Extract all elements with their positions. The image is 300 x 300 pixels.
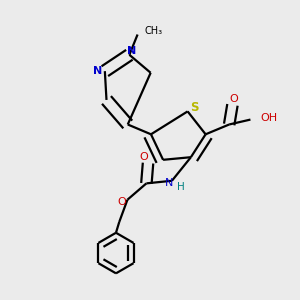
Text: N: N (165, 178, 173, 188)
Text: O: O (230, 94, 239, 104)
Text: S: S (190, 101, 199, 114)
Text: H: H (177, 182, 184, 192)
Text: O: O (117, 197, 126, 207)
Text: O: O (140, 152, 148, 162)
Text: N: N (93, 65, 102, 76)
Text: CH₃: CH₃ (144, 26, 162, 36)
Text: OH: OH (260, 113, 278, 123)
Text: N: N (127, 46, 136, 56)
